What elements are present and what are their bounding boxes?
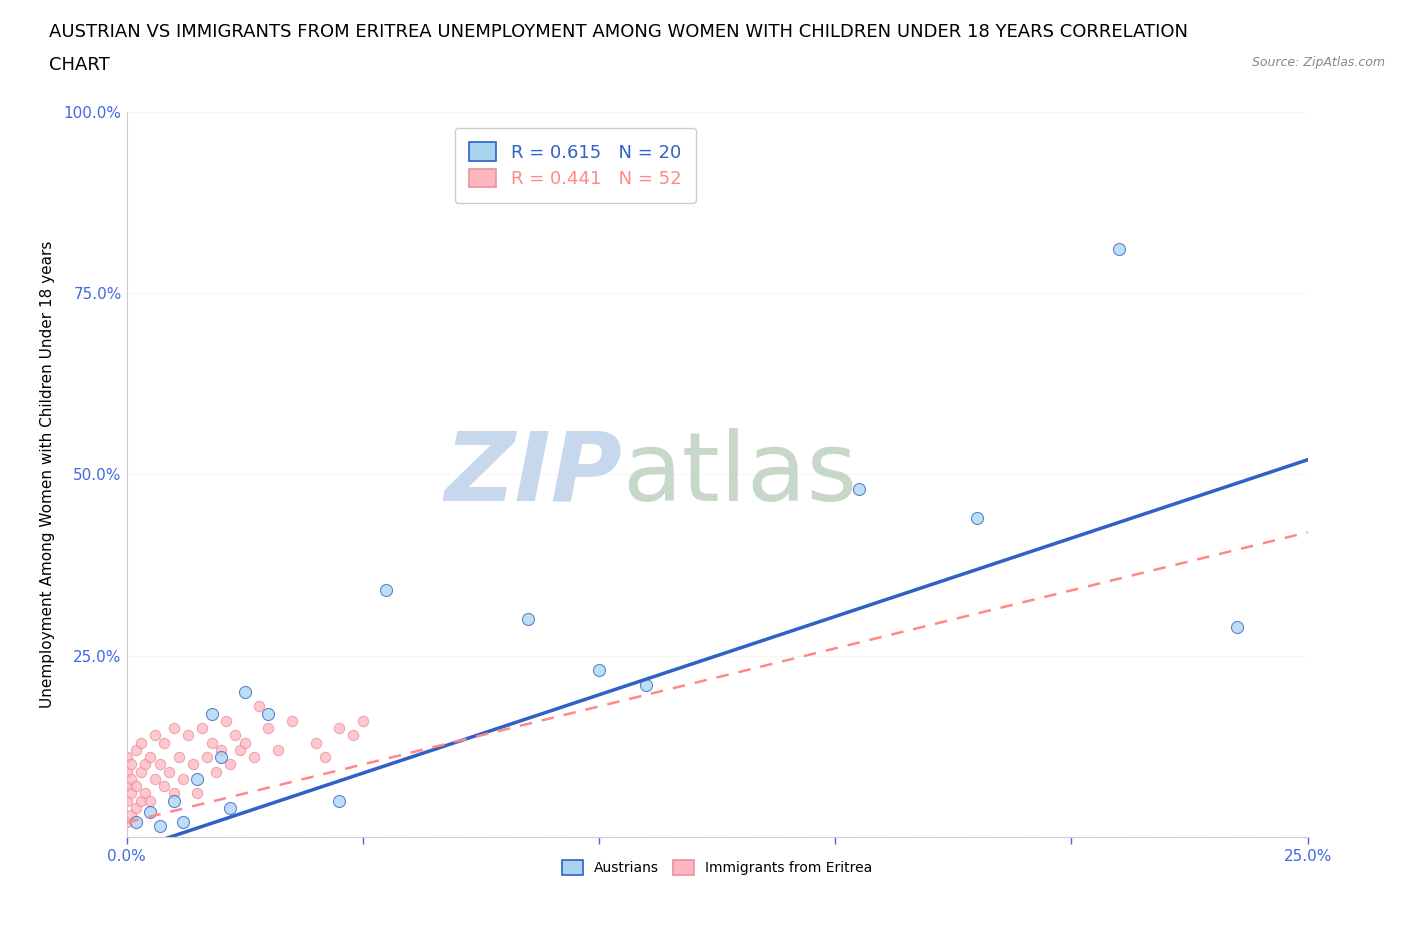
Legend: Austrians, Immigrants from Eritrea: Austrians, Immigrants from Eritrea bbox=[557, 855, 877, 881]
Point bbox=[125, 801, 148, 816]
Point bbox=[200, 736, 222, 751]
Point bbox=[195, 750, 218, 764]
Point bbox=[848, 482, 870, 497]
Text: AUSTRIAN VS IMMIGRANTS FROM ERITREA UNEMPLOYMENT AMONG WOMEN WITH CHILDREN UNDER: AUSTRIAN VS IMMIGRANTS FROM ERITREA UNEM… bbox=[49, 23, 1188, 41]
Point bbox=[163, 793, 186, 808]
Point bbox=[129, 764, 152, 779]
Point bbox=[120, 786, 142, 801]
Point bbox=[120, 808, 142, 823]
Point bbox=[115, 764, 138, 779]
Point bbox=[267, 742, 290, 757]
Point bbox=[233, 684, 256, 699]
Point bbox=[243, 750, 266, 764]
Point bbox=[304, 736, 326, 751]
Point bbox=[153, 778, 176, 793]
Point bbox=[143, 772, 166, 787]
Point bbox=[328, 721, 350, 736]
Text: CHART: CHART bbox=[49, 56, 110, 73]
Point bbox=[115, 750, 138, 764]
Point bbox=[314, 750, 336, 764]
Point bbox=[636, 677, 658, 692]
Point bbox=[247, 699, 270, 714]
Point bbox=[342, 728, 364, 743]
Point bbox=[229, 742, 252, 757]
Point bbox=[181, 757, 204, 772]
Point bbox=[125, 778, 148, 793]
Point bbox=[200, 706, 222, 721]
Point bbox=[134, 757, 156, 772]
Point bbox=[172, 815, 194, 830]
Point bbox=[129, 736, 152, 751]
Point bbox=[149, 757, 172, 772]
Point bbox=[139, 750, 162, 764]
Point bbox=[517, 612, 540, 627]
Point bbox=[352, 713, 374, 728]
Point bbox=[219, 757, 242, 772]
Point bbox=[125, 742, 148, 757]
Point bbox=[375, 583, 398, 598]
Point bbox=[163, 721, 186, 736]
Point bbox=[191, 721, 214, 736]
Point bbox=[209, 742, 232, 757]
Point bbox=[149, 818, 172, 833]
Text: ZIP: ZIP bbox=[444, 428, 623, 521]
Point bbox=[143, 728, 166, 743]
Point bbox=[233, 736, 256, 751]
Text: Source: ZipAtlas.com: Source: ZipAtlas.com bbox=[1251, 56, 1385, 69]
Point bbox=[115, 778, 138, 793]
Point bbox=[219, 801, 242, 816]
Point bbox=[115, 815, 138, 830]
Point bbox=[120, 772, 142, 787]
Point bbox=[163, 786, 186, 801]
Point bbox=[205, 764, 228, 779]
Point bbox=[186, 772, 208, 787]
Point bbox=[157, 764, 180, 779]
Point bbox=[172, 772, 194, 787]
Point bbox=[281, 713, 304, 728]
Point bbox=[257, 706, 280, 721]
Point bbox=[224, 728, 246, 743]
Point bbox=[215, 713, 238, 728]
Point bbox=[139, 793, 162, 808]
Point bbox=[177, 728, 200, 743]
Point bbox=[328, 793, 350, 808]
Text: atlas: atlas bbox=[623, 428, 858, 521]
Point bbox=[139, 804, 162, 819]
Point bbox=[1108, 242, 1130, 257]
Point bbox=[588, 663, 610, 678]
Point bbox=[167, 750, 190, 764]
Point bbox=[257, 721, 280, 736]
Point bbox=[134, 786, 156, 801]
Point bbox=[125, 815, 148, 830]
Y-axis label: Unemployment Among Women with Children Under 18 years: Unemployment Among Women with Children U… bbox=[41, 241, 55, 708]
Point bbox=[209, 750, 232, 764]
Point bbox=[120, 757, 142, 772]
Point bbox=[129, 793, 152, 808]
Point bbox=[115, 793, 138, 808]
Point bbox=[1226, 619, 1249, 634]
Point bbox=[966, 511, 988, 525]
Point bbox=[153, 736, 176, 751]
Point bbox=[186, 786, 208, 801]
